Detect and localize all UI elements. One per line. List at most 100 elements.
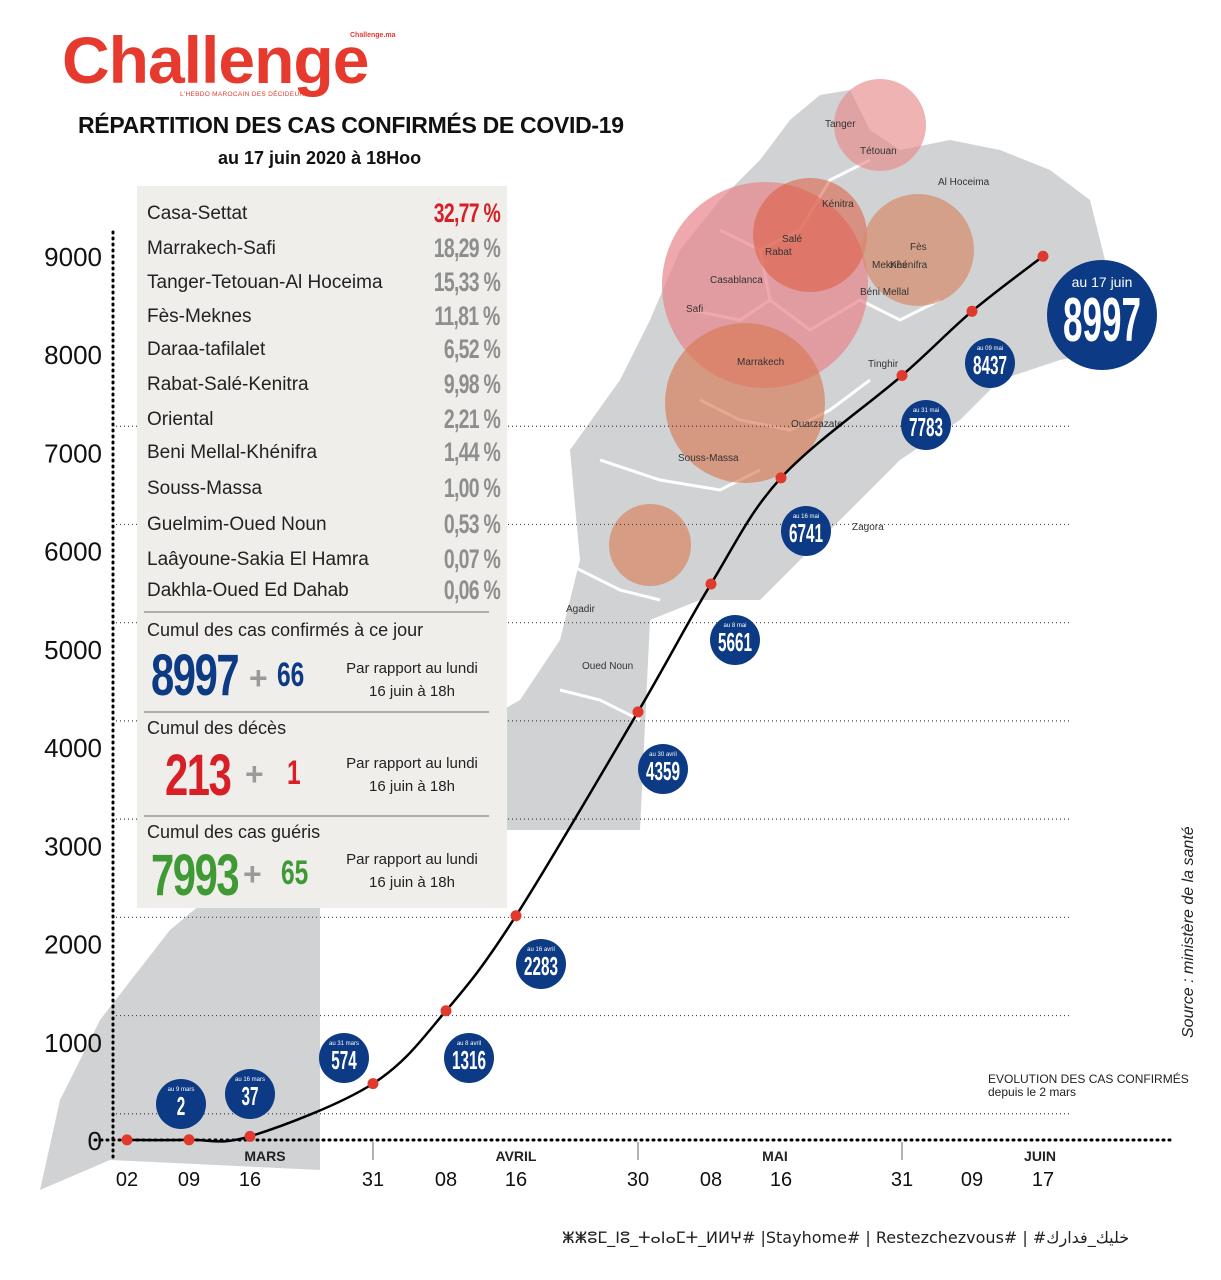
region-name: Rabat-Salé-Kenitra [147, 374, 309, 395]
bubble-circle [638, 744, 688, 794]
region-percent: 32,77 % [433, 198, 501, 228]
bubble-date: au 8 avril [457, 1041, 481, 1047]
region-row: Guelmim-Oued Noun 0,53 % [147, 509, 502, 541]
bubble-date: au 31 mars [329, 1041, 359, 1047]
recovered-label: Cumul des cas guéris [147, 822, 321, 842]
region-row: Daraa-tafilalet 6,52 % [147, 334, 502, 366]
series-markers [121, 250, 1049, 1146]
region-row: Oriental 2,21 % [147, 404, 502, 436]
city-labels: Tanger Tétouan Al Hoceima Kénitra Salé R… [566, 119, 990, 672]
comparison-line: 16 juin à 18h [369, 874, 455, 891]
y-tick-label: 1000 [44, 1028, 102, 1058]
confirmed-value: 8997 [151, 643, 240, 708]
city-label: Fès [910, 242, 927, 253]
recovered-comparison: Par rapport au lundi 16 juin à 18h [337, 848, 487, 894]
region-percent: 0,07 % [443, 544, 501, 574]
bubble-date: au 17 juin [1072, 274, 1133, 290]
bubble-date: au 31 mai [913, 408, 939, 414]
bubble-value: 6741 [789, 518, 823, 548]
circle-guelmim [609, 504, 691, 586]
stats-panel: Casa-Settat 32,77 % Marrakech-Safi 18,29 %… [137, 186, 507, 908]
region-name: Dakhla-Oued Ed Dahab [147, 580, 349, 601]
data-point [367, 1078, 379, 1090]
x-tick-label: 09 [178, 1169, 200, 1191]
data-point [632, 706, 644, 718]
confirmed-delta: 66 [277, 656, 305, 694]
city-label: Zagora [852, 522, 884, 533]
city-label: Béni Mellal [860, 287, 909, 298]
bubble-value: 8997 [1063, 286, 1141, 355]
data-point [440, 1005, 452, 1017]
x-tick-label: 16 [239, 1169, 261, 1191]
chart-title: EVOLUTION DES CAS CONFIRMÉS [988, 1072, 1189, 1086]
bubble-date: au 09 mai [977, 346, 1003, 352]
circle-tanger [834, 79, 926, 171]
chart-caption: EVOLUTION DES CAS CONFIRMÉS depuis le 2 m… [988, 1073, 1189, 1099]
region-row: Beni Mellal-Khénifra 1,44 % [147, 437, 502, 469]
region-row: Marrakech-Safi 18,29 % [147, 233, 502, 265]
bubble-circle [156, 1079, 206, 1129]
page-title: RÉPARTITION DES CAS CONFIRMÉS DE COVID-1… [78, 112, 624, 138]
comparison-line: Par rapport au lundi [346, 755, 478, 772]
city-label: Ouarzazate [791, 419, 843, 430]
city-label: Safi [686, 304, 703, 315]
bubble-value: 1316 [452, 1045, 486, 1075]
city-label: Tanger [825, 119, 856, 130]
city-label: Al Hoceima [938, 177, 990, 188]
region-percent: 6,52 % [443, 334, 501, 364]
city-label: Marrakech [737, 357, 784, 368]
region-percent: 1,00 % [443, 473, 501, 503]
x-tick-label: 31 [362, 1169, 384, 1191]
region-row: Fès-Meknes 11,81 % [147, 301, 502, 333]
bubble-value: 37 [242, 1081, 259, 1111]
divider [144, 611, 489, 613]
city-label: Casablanca [710, 275, 763, 286]
map-land [40, 90, 1120, 1190]
month-label: JUIN [1024, 1148, 1056, 1164]
circle-fes [862, 194, 974, 306]
grid-lines [116, 425, 1070, 1115]
data-point [1037, 250, 1049, 262]
deaths-delta: 1 [287, 754, 301, 792]
plus-sign: + [243, 856, 262, 892]
y-tick-label: 4000 [44, 733, 102, 763]
region-name: Daraa-tafilalet [147, 339, 266, 360]
challenge-logo: Challenge [62, 23, 369, 97]
region-row: Souss-Massa 1,00 % [147, 473, 502, 505]
y-tick-label: 0 [88, 1126, 102, 1156]
city-label: Oued Noun [582, 661, 633, 672]
divider [144, 815, 489, 817]
city-label: Agadir [566, 604, 596, 615]
x-tick-labels: 02 09 16 31 08 16 30 08 16 31 09 17 [116, 1142, 1054, 1191]
bubble-circle [1047, 260, 1157, 370]
comparison-line: 16 juin à 18h [369, 778, 455, 795]
bubble-value: 4359 [646, 756, 680, 786]
bubble-circle [965, 338, 1015, 388]
region-percent: 9,98 % [443, 369, 501, 399]
city-label: Rabat [765, 247, 792, 258]
city-label: Salé [782, 234, 802, 245]
city-label: Tétouan [860, 146, 897, 157]
y-tick-label: 7000 [44, 438, 102, 468]
data-point [966, 305, 978, 317]
data-point [775, 472, 787, 484]
month-label: MAI [762, 1148, 788, 1164]
circle-rabat [753, 178, 867, 292]
region-name: Beni Mellal-Khénifra [147, 442, 318, 463]
region-name: Laâyoune-Sakia El Hamra [147, 549, 369, 570]
confirmed-label: Cumul des cas confirmés à ce jour [147, 620, 424, 640]
page-subtitle: au 17 juin 2020 à 18Hoo [218, 148, 422, 168]
bubble-value: 5661 [718, 627, 752, 657]
region-row: Rabat-Salé-Kenitra 9,98 % [147, 369, 502, 401]
plus-sign: + [245, 756, 264, 792]
x-tick-label: 08 [700, 1169, 722, 1191]
data-point [705, 578, 717, 590]
region-row: Dakhla-Oued Ed Dahab 0,06 % [147, 575, 502, 607]
